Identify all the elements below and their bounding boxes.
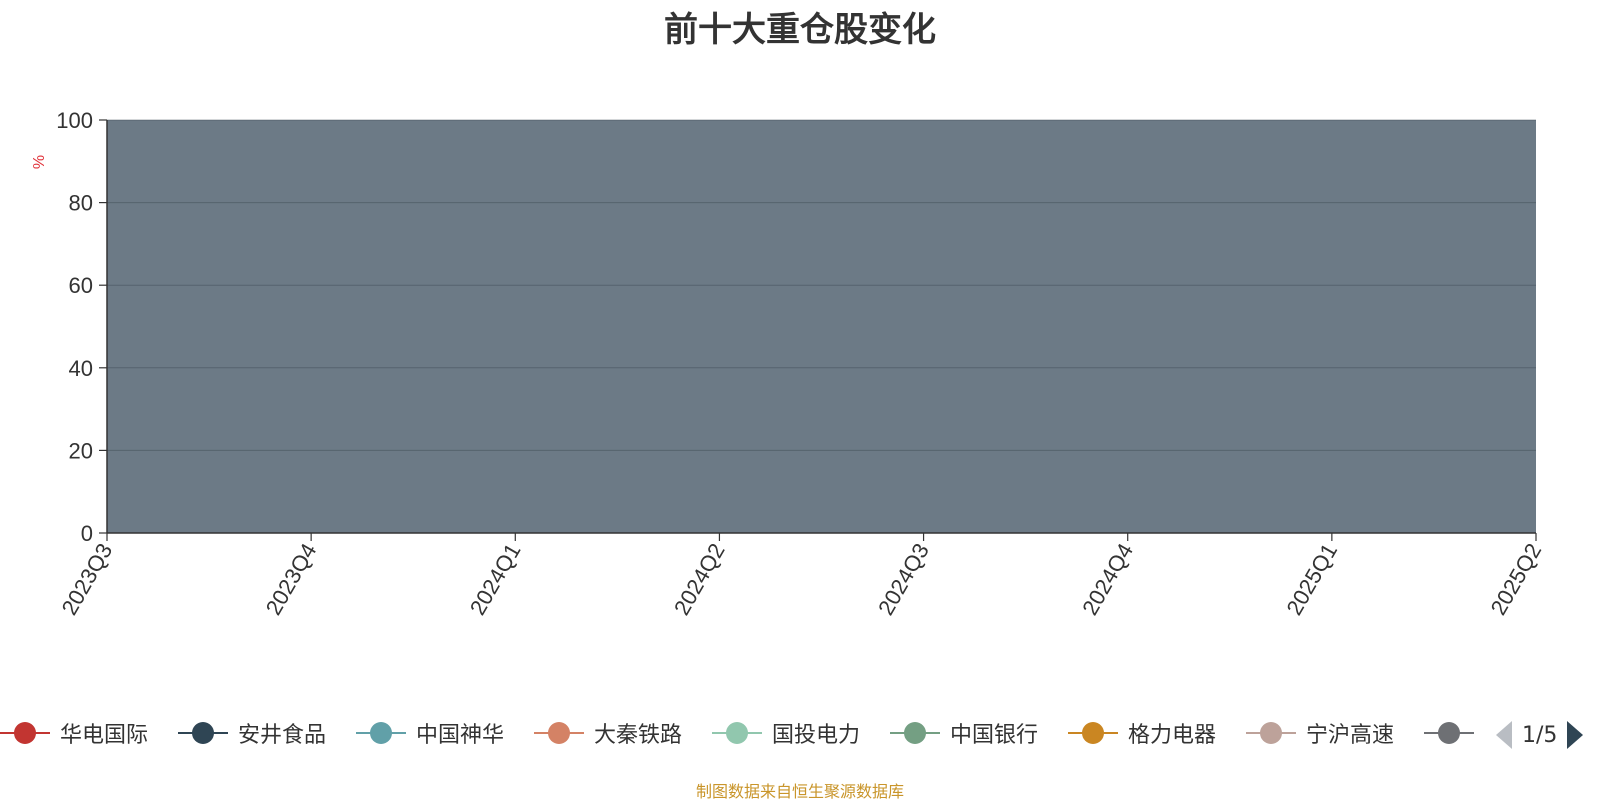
legend-marker-icon — [1068, 718, 1118, 748]
legend-item[interactable]: [ — [1424, 718, 1480, 748]
x-tick-label-2023Q3: 2023Q3 — [57, 539, 118, 619]
legend-marker-icon — [1246, 718, 1296, 748]
legend-label: 大秦铁路 — [594, 723, 683, 748]
legend-label: 宁沪高速 — [1306, 723, 1395, 748]
x-tick-label-2024Q3: 2024Q3 — [873, 539, 934, 619]
y-tick-label-60: 60 — [69, 273, 93, 298]
legend-label: 国投电力 — [772, 723, 861, 748]
y-tick-label-20: 20 — [69, 438, 93, 463]
legend-marker-icon — [534, 718, 584, 748]
x-tick-label-2025Q2: 2025Q2 — [1486, 539, 1547, 619]
plot-area — [107, 120, 1536, 533]
legend-marker-icon — [178, 718, 228, 748]
source-note: 制图数据来自恒生聚源数据库 — [695, 782, 904, 801]
legend-label: 中国银行 — [950, 723, 1039, 748]
x-tick-label-2024Q4: 2024Q4 — [1077, 539, 1138, 619]
legend-item[interactable]: 国投电力 — [712, 718, 860, 748]
axes — [106, 120, 1536, 534]
y-tick-label-0: 0 — [81, 521, 93, 546]
y-axis-unit-label: % — [31, 155, 48, 169]
chart-title: 前十大重仓股变化 — [664, 10, 936, 50]
legend-item[interactable]: 华电国际 — [0, 718, 148, 748]
legend-item[interactable]: 安井食品 — [178, 718, 326, 748]
legend-label: 华电国际 — [60, 723, 149, 748]
x-tick-label-2025Q1: 2025Q1 — [1281, 539, 1342, 619]
x-tick-labels: 2023Q3 2023Q4 2024Q1 2024Q2 2024Q3 2024Q4 2025… — [57, 533, 1547, 619]
y-tick-label-40: 40 — [69, 356, 93, 381]
legend-item[interactable]: 中国银行 — [890, 718, 1038, 748]
y-tick-label-80: 80 — [69, 191, 93, 216]
plot-background — [107, 120, 1536, 533]
x-tick-label-2023Q4: 2023Q4 — [261, 539, 322, 619]
legend-item[interactable]: 中国神华 — [356, 718, 504, 748]
legend-items: 华电国际 安井食品 中国神华 大秦铁路 国投电力 中国银行 格力电器 宁沪高速 [ — [0, 712, 1480, 760]
legend-item[interactable]: 大秦铁路 — [534, 718, 682, 748]
legend-marker-icon — [712, 718, 762, 748]
legend-marker-icon — [0, 718, 50, 748]
x-tick-label-2024Q2: 2024Q2 — [669, 539, 730, 619]
legend-marker-icon — [890, 718, 940, 748]
x-tick-label-2024Q1: 2024Q1 — [465, 539, 526, 619]
legend-prev-icon[interactable] — [1496, 721, 1512, 749]
legend-label: 中国神华 — [416, 723, 505, 748]
legend-item[interactable]: 格力电器 — [1068, 718, 1216, 748]
legend-label: 安井食品 — [238, 723, 327, 748]
y-tick-label-100: 100 — [56, 108, 93, 133]
legend-item[interactable]: 宁沪高速 — [1246, 718, 1394, 748]
legend-marker-icon — [356, 718, 406, 748]
y-tick-labels: 0 20 40 60 80 100 — [56, 108, 107, 546]
legend: 华电国际 安井食品 中国神华 大秦铁路 国投电力 中国银行 格力电器 宁沪高速 [ 1/5 — [0, 712, 1600, 760]
legend-next-icon[interactable] — [1567, 721, 1584, 749]
grid-lines — [107, 119, 1536, 451]
legend-marker-icon — [1424, 718, 1474, 748]
legend-pager: 1/5 — [1496, 720, 1584, 750]
legend-label: 格力电器 — [1128, 723, 1217, 748]
legend-page-indicator: 1/5 — [1522, 722, 1558, 748]
